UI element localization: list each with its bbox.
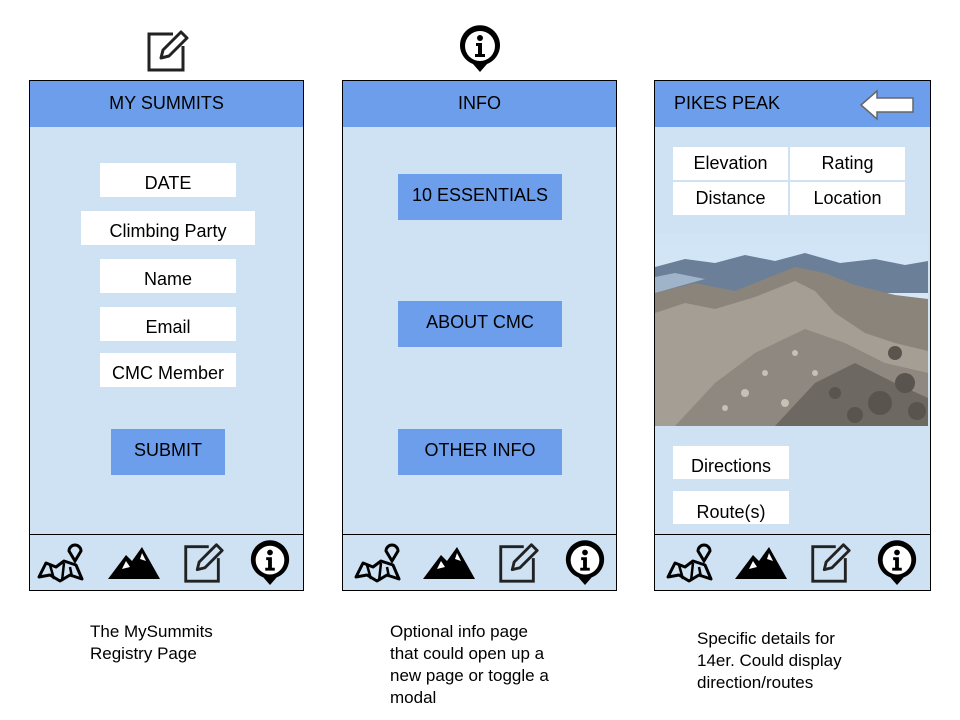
map-icon[interactable] xyxy=(665,539,715,585)
my-summits-caption: The MySummits Registry Page xyxy=(90,622,213,663)
info-icon[interactable] xyxy=(875,539,919,587)
email-field[interactable]: Email xyxy=(100,307,236,341)
map-icon[interactable] xyxy=(36,539,86,585)
mountain-icon[interactable] xyxy=(733,539,789,585)
header-bar: PIKES PEAK xyxy=(655,81,930,127)
info-icon[interactable] xyxy=(248,539,292,587)
ten-essentials-button[interactable]: 10 ESSENTIALS xyxy=(398,174,562,220)
submit-button[interactable]: SUBMIT xyxy=(111,429,225,475)
back-arrow-icon[interactable] xyxy=(859,89,915,121)
info-caption: Optional info page that could open up a … xyxy=(390,622,549,707)
date-field[interactable]: DATE xyxy=(100,163,236,197)
header-bar: MY SUMMITS xyxy=(30,81,303,127)
directions-link[interactable]: Directions xyxy=(673,446,789,479)
mountain-icon[interactable] xyxy=(421,539,477,585)
elevation-stat: Elevation xyxy=(673,147,788,180)
rating-stat: Rating xyxy=(790,147,905,180)
my-summits-screen: MY SUMMITS DATE Climbing Party Name Emai… xyxy=(29,80,304,591)
other-info-button[interactable]: OTHER INFO xyxy=(398,429,562,475)
header-bar: INFO xyxy=(343,81,616,127)
summit-photo xyxy=(655,233,928,426)
edit-icon[interactable] xyxy=(495,539,541,585)
edit-icon[interactable] xyxy=(180,539,226,585)
peak-caption: Specific details for 14er. Could display… xyxy=(697,629,842,692)
climbing-party-field[interactable]: Climbing Party xyxy=(81,211,255,245)
page-title: INFO xyxy=(458,93,501,113)
distance-stat: Distance xyxy=(673,182,788,215)
bottom-nav xyxy=(655,534,930,590)
about-cmc-button[interactable]: ABOUT CMC xyxy=(398,301,562,347)
location-stat: Location xyxy=(790,182,905,215)
peak-detail-screen: PIKES PEAK Elevation Rating Distance Loc… xyxy=(654,80,931,591)
bottom-nav xyxy=(30,534,303,590)
routes-link[interactable]: Route(s) xyxy=(673,491,789,524)
bottom-nav xyxy=(343,534,616,590)
info-pin-icon xyxy=(460,25,500,72)
mountain-icon[interactable] xyxy=(106,539,162,585)
name-field[interactable]: Name xyxy=(100,259,236,293)
info-icon[interactable] xyxy=(563,539,607,587)
edit-icon[interactable] xyxy=(807,539,853,585)
page-title: MY SUMMITS xyxy=(109,93,224,113)
edit-icon xyxy=(147,30,189,72)
map-icon[interactable] xyxy=(353,539,403,585)
cmc-member-field[interactable]: CMC Member xyxy=(100,353,236,387)
info-screen: INFO 10 ESSENTIALS ABOUT CMC OTHER INFO xyxy=(342,80,617,591)
page-title: PIKES PEAK xyxy=(674,93,781,113)
